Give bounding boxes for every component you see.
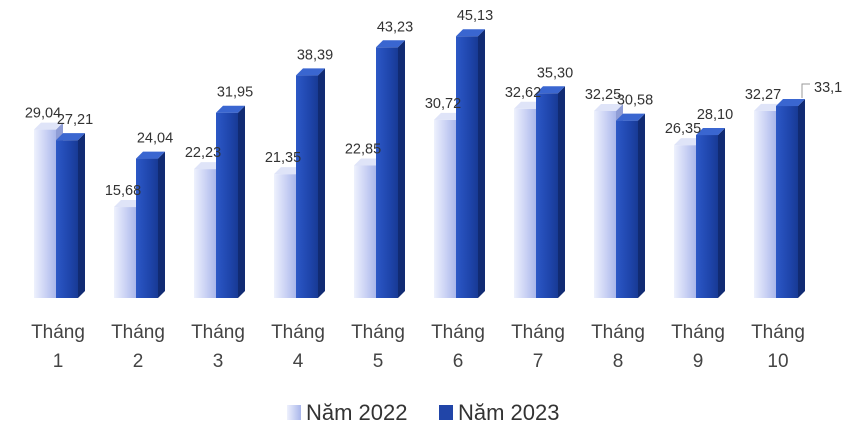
value-label-2023-m8: 30,58 [617,93,653,109]
value-label-2023-m6: 45,13 [457,8,493,24]
category-number-m5: 5 [373,351,384,372]
category-label-m10: Tháng [751,322,805,343]
value-label-2022-m5: 22,85 [345,141,381,157]
value-label-2022-m8: 32,25 [585,87,621,103]
category-label-m9: Tháng [671,322,725,343]
bar-2023-m6 [456,29,485,298]
category-number-m7: 7 [533,351,544,372]
value-label-2023-m9: 28,10 [697,107,733,123]
category-number-m1: 1 [53,351,64,372]
value-label-2022-m6: 30,72 [425,96,461,112]
legend: Năm 2022 Năm 2023 [287,400,560,425]
bar-2023-m10 [776,99,805,299]
legend-swatch-2022 [287,405,301,420]
value-label-2023-m10: 33,10 [814,80,842,96]
bar-2023-m5 [376,40,405,299]
value-label-2023-m2: 24,04 [137,131,173,147]
category-label-m5: Tháng [351,322,405,343]
category-number-m9: 9 [693,351,704,372]
bar-2023-m9 [696,128,725,298]
bar-2023-m1 [56,133,85,298]
category-label-m3: Tháng [191,322,245,343]
category-label-m7: Tháng [511,322,565,343]
category-label-m4: Tháng [271,322,325,343]
value-label-2022-m1: 29,04 [25,106,61,122]
value-labels-layer: 29,04 15,68 22,23 21,35 22,85 30,72 32,62 32,25… [25,8,842,199]
value-label-2023-m5: 43,23 [377,19,413,35]
category-label-m2: Tháng [111,322,165,343]
bar-2023-m3 [216,105,245,298]
legend-swatch-2023 [439,405,453,420]
value-label-2023-m7: 35,30 [537,65,573,81]
value-label-2023-m1: 27,21 [57,112,93,128]
category-labels-layer: Tháng 1 Tháng 2 Tháng 3 Tháng 4 Tháng 5 Tháng 6 Thán… [31,322,805,372]
bar-2023-m4 [296,68,325,298]
category-number-m3: 3 [213,351,224,372]
bar-2023-m2 [136,151,165,298]
value-label-2023-m3: 31,95 [217,85,253,101]
leader-line [801,83,810,99]
legend-label-2023: Năm 2023 [458,400,560,425]
category-number-m8: 8 [613,351,624,372]
category-number-m2: 2 [133,351,144,372]
value-label-2023-m4: 38,39 [297,47,333,63]
category-label-m6: Tháng [431,322,485,343]
legend-label-2022: Năm 2022 [306,400,408,425]
bar-2023-m8 [616,113,645,298]
bar-2023-m7 [536,86,565,298]
value-label-2022-m4: 21,35 [265,150,301,166]
value-label-2022-m7: 32,62 [505,85,541,101]
bars-layer [34,29,805,299]
value-label-2022-m10: 32,27 [745,87,781,103]
value-label-2022-m9: 26,35 [665,121,701,137]
value-label-2022-m2: 15,68 [105,183,141,199]
value-label-2022-m3: 22,23 [185,145,221,161]
category-number-m4: 4 [293,351,304,372]
category-number-m6: 6 [453,351,464,372]
category-label-m1: Tháng [31,322,85,343]
category-number-m10: 10 [767,351,788,372]
category-label-m8: Tháng [591,322,645,343]
